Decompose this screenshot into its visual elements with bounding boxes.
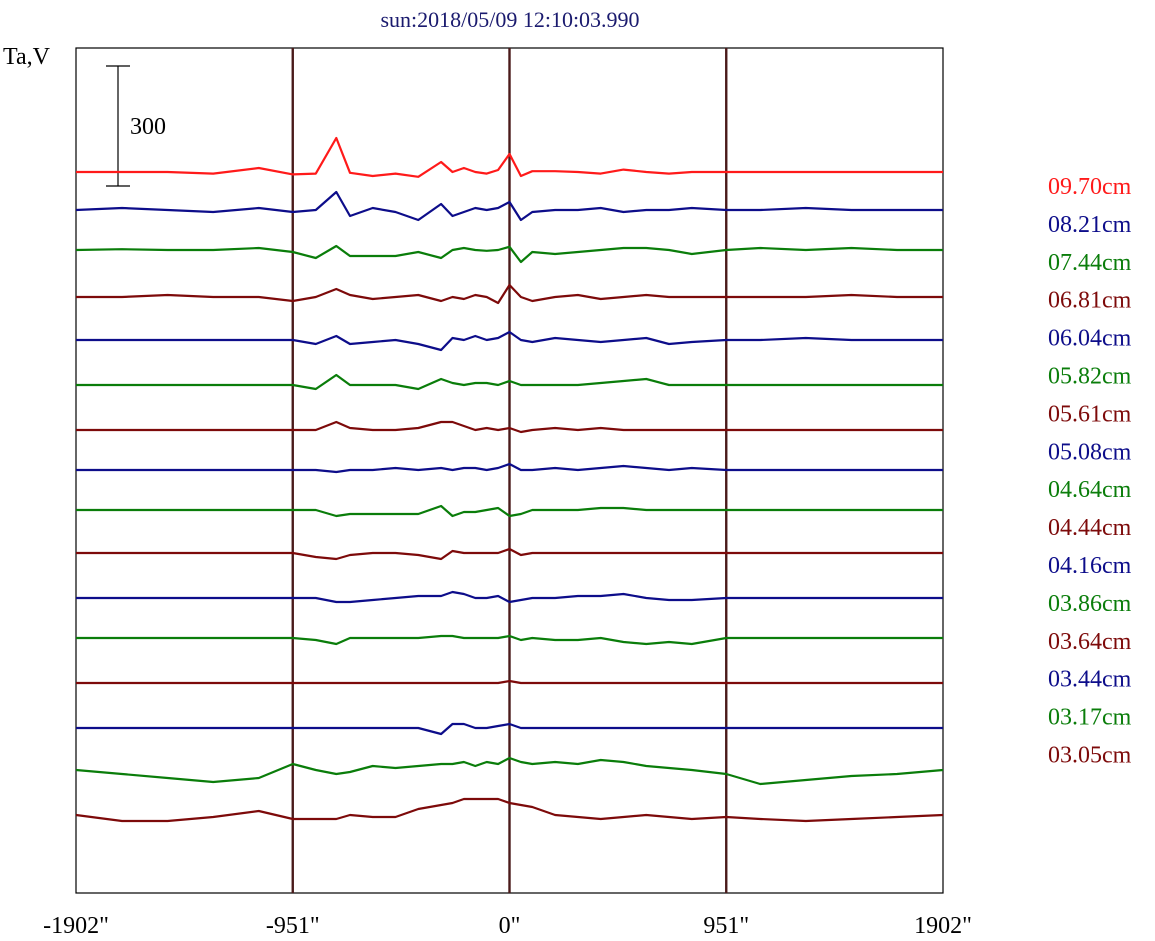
series-line-03.86cm [76,634,943,646]
legend-entry: 03.44cm [1048,667,1132,693]
x-tick-label: 0" [499,913,521,939]
series-line-09.70cm [76,136,943,178]
series-line-05.61cm [76,420,943,434]
series-line-07.44cm [75,244,943,264]
legend: 09.70cm 08.21cm 07.44cm 06.81cm 06.04cm 05.82… [1048,174,1132,769]
series-line-06.04cm [76,330,943,352]
legend-entry: 04.16cm [1048,553,1132,579]
series-line-05.82cm [76,373,943,391]
legend-entry: 08.21cm [1048,212,1132,238]
x-tick-labels: -1902" -951" 0" 951" 1902" [43,913,972,939]
legend-entry: 05.82cm [1048,364,1132,390]
legend-entry: 05.08cm [1048,439,1132,465]
legend-entry: 03.86cm [1048,591,1132,617]
series-line-03.05cm [75,797,944,823]
series-line-03.64cm [76,679,943,685]
series-line-03.17cm [75,756,944,786]
series-line-05.08cm [76,462,943,474]
legend-entry: 09.70cm [1048,174,1132,200]
x-tick-label: -951" [266,913,320,939]
legend-entry: 05.61cm [1048,401,1132,427]
scale-bar: 300 [106,65,166,187]
y-axis-label: Ta,V [3,44,51,70]
series-lines [75,136,944,823]
legend-entry: 04.44cm [1048,515,1132,541]
legend-entry: 04.64cm [1048,477,1132,503]
x-tick-label: 951" [703,913,749,939]
scale-bar-label: 300 [130,114,166,140]
x-tick-label: 1902" [914,913,972,939]
legend-entry: 03.17cm [1048,705,1132,731]
series-line-04.16cm [76,590,943,604]
series-line-04.64cm [76,504,943,518]
legend-entry: 06.04cm [1048,326,1132,352]
legend-entry: 03.05cm [1048,743,1132,769]
chart-title: sun:2018/05/09 12:10:03.990 [380,7,639,32]
legend-entry: 03.64cm [1048,629,1132,655]
series-line-06.81cm [76,283,943,305]
x-tick-label: -1902" [43,913,109,939]
legend-entry: 06.81cm [1048,288,1132,314]
series-line-08.21cm [75,190,943,222]
series-line-03.44cm [76,722,943,736]
series-line-04.44cm [76,547,943,561]
legend-entry: 07.44cm [1048,250,1132,276]
